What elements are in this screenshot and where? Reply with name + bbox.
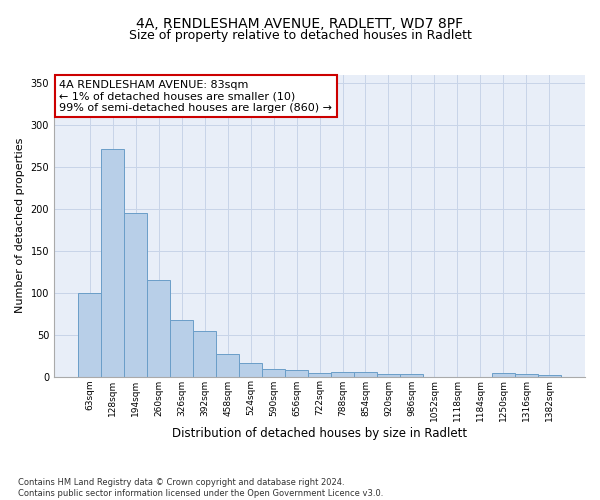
Bar — [515, 374, 538, 376]
Text: 4A, RENDLESHAM AVENUE, RADLETT, WD7 8PF: 4A, RENDLESHAM AVENUE, RADLETT, WD7 8PF — [136, 18, 464, 32]
Bar — [239, 363, 262, 376]
Bar — [147, 280, 170, 376]
Text: 4A RENDLESHAM AVENUE: 83sqm
← 1% of detached houses are smaller (10)
99% of semi: 4A RENDLESHAM AVENUE: 83sqm ← 1% of deta… — [59, 80, 332, 112]
Y-axis label: Number of detached properties: Number of detached properties — [15, 138, 25, 314]
Bar — [285, 370, 308, 376]
Bar — [193, 332, 216, 376]
X-axis label: Distribution of detached houses by size in Radlett: Distribution of detached houses by size … — [172, 427, 467, 440]
Bar — [262, 369, 285, 376]
Bar — [124, 213, 147, 376]
Bar — [308, 373, 331, 376]
Bar — [331, 372, 354, 376]
Bar — [377, 374, 400, 376]
Bar — [354, 372, 377, 376]
Bar — [492, 373, 515, 376]
Text: Contains HM Land Registry data © Crown copyright and database right 2024.
Contai: Contains HM Land Registry data © Crown c… — [18, 478, 383, 498]
Bar — [400, 374, 423, 376]
Bar — [216, 354, 239, 376]
Bar — [170, 320, 193, 376]
Text: Size of property relative to detached houses in Radlett: Size of property relative to detached ho… — [128, 29, 472, 42]
Bar — [78, 293, 101, 376]
Bar — [538, 375, 561, 376]
Bar — [101, 148, 124, 376]
